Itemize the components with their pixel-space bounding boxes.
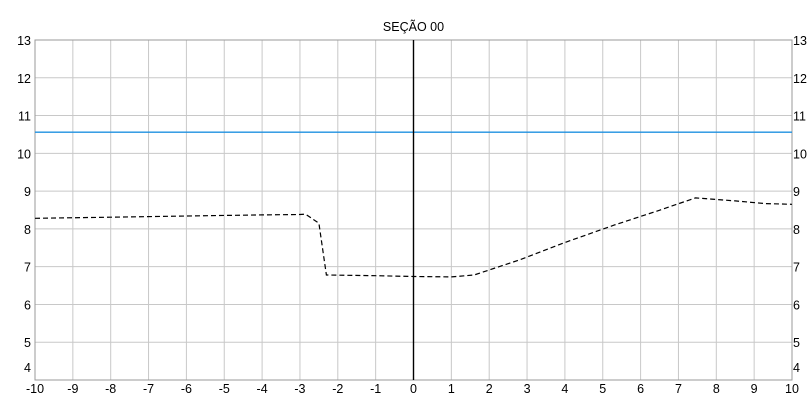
- x-tick-label: -10: [26, 382, 44, 396]
- x-tick-label: -6: [181, 382, 192, 396]
- y-tick-label-right: 13: [793, 34, 807, 48]
- x-tick-label: 7: [675, 382, 682, 396]
- y-tick-label-right: 12: [793, 72, 807, 86]
- y-tick-label-right: 8: [793, 223, 800, 237]
- x-tick-label: 6: [637, 382, 644, 396]
- x-tick-label: 4: [561, 382, 568, 396]
- x-tick-label: -2: [332, 382, 343, 396]
- x-tick-label: -4: [257, 382, 268, 396]
- y-tick-label-left: 12: [17, 72, 31, 86]
- x-tick-label: 8: [713, 382, 720, 396]
- x-tick-label: 0: [410, 382, 417, 396]
- x-tick-label: 5: [599, 382, 606, 396]
- x-tick-label: -8: [105, 382, 116, 396]
- x-tick-label: 2: [486, 382, 493, 396]
- y-tick-label-left: 4: [24, 361, 31, 375]
- y-tick-label-right: 6: [793, 298, 800, 312]
- y-tick-label-right: 5: [793, 336, 800, 350]
- y-tick-label-left: 10: [17, 147, 31, 161]
- series-line-0: [34, 197, 793, 278]
- y-tick-label-right: 10: [793, 147, 807, 161]
- x-tick-label: 10: [785, 382, 799, 396]
- x-tick-label: -1: [370, 382, 381, 396]
- x-tick-label: -7: [143, 382, 154, 396]
- y-tick-label-left: 9: [24, 185, 31, 199]
- chart-title: SEÇÃO 00: [383, 20, 444, 34]
- y-tick-label-right: 11: [793, 110, 806, 124]
- y-tick-label-right: 4: [793, 361, 800, 375]
- series-layer: [34, 40, 793, 380]
- x-tick-label: 1: [448, 382, 455, 396]
- y-tick-label-left: 5: [24, 336, 31, 350]
- x-tick-label: -5: [219, 382, 230, 396]
- y-tick-label-right: 9: [793, 185, 800, 199]
- x-tick-label: 9: [751, 382, 758, 396]
- y-tick-label-right: 7: [793, 261, 800, 275]
- y-tick-label-left: 7: [24, 261, 31, 275]
- y-tick-label-left: 13: [17, 34, 31, 48]
- x-tick-label: -3: [294, 382, 305, 396]
- y-tick-label-left: 6: [24, 298, 31, 312]
- tick-labels: -10 -9 -8 -7 -6 -5 -4 -3 -2 -1 0 1 2 3 4 5 6 7 8 9 104 45 56 67…: [17, 34, 807, 396]
- y-tick-label-left: 8: [24, 223, 31, 237]
- x-tick-label: 3: [524, 382, 531, 396]
- x-tick-label: -9: [67, 382, 78, 396]
- y-tick-label-left: 11: [18, 110, 31, 124]
